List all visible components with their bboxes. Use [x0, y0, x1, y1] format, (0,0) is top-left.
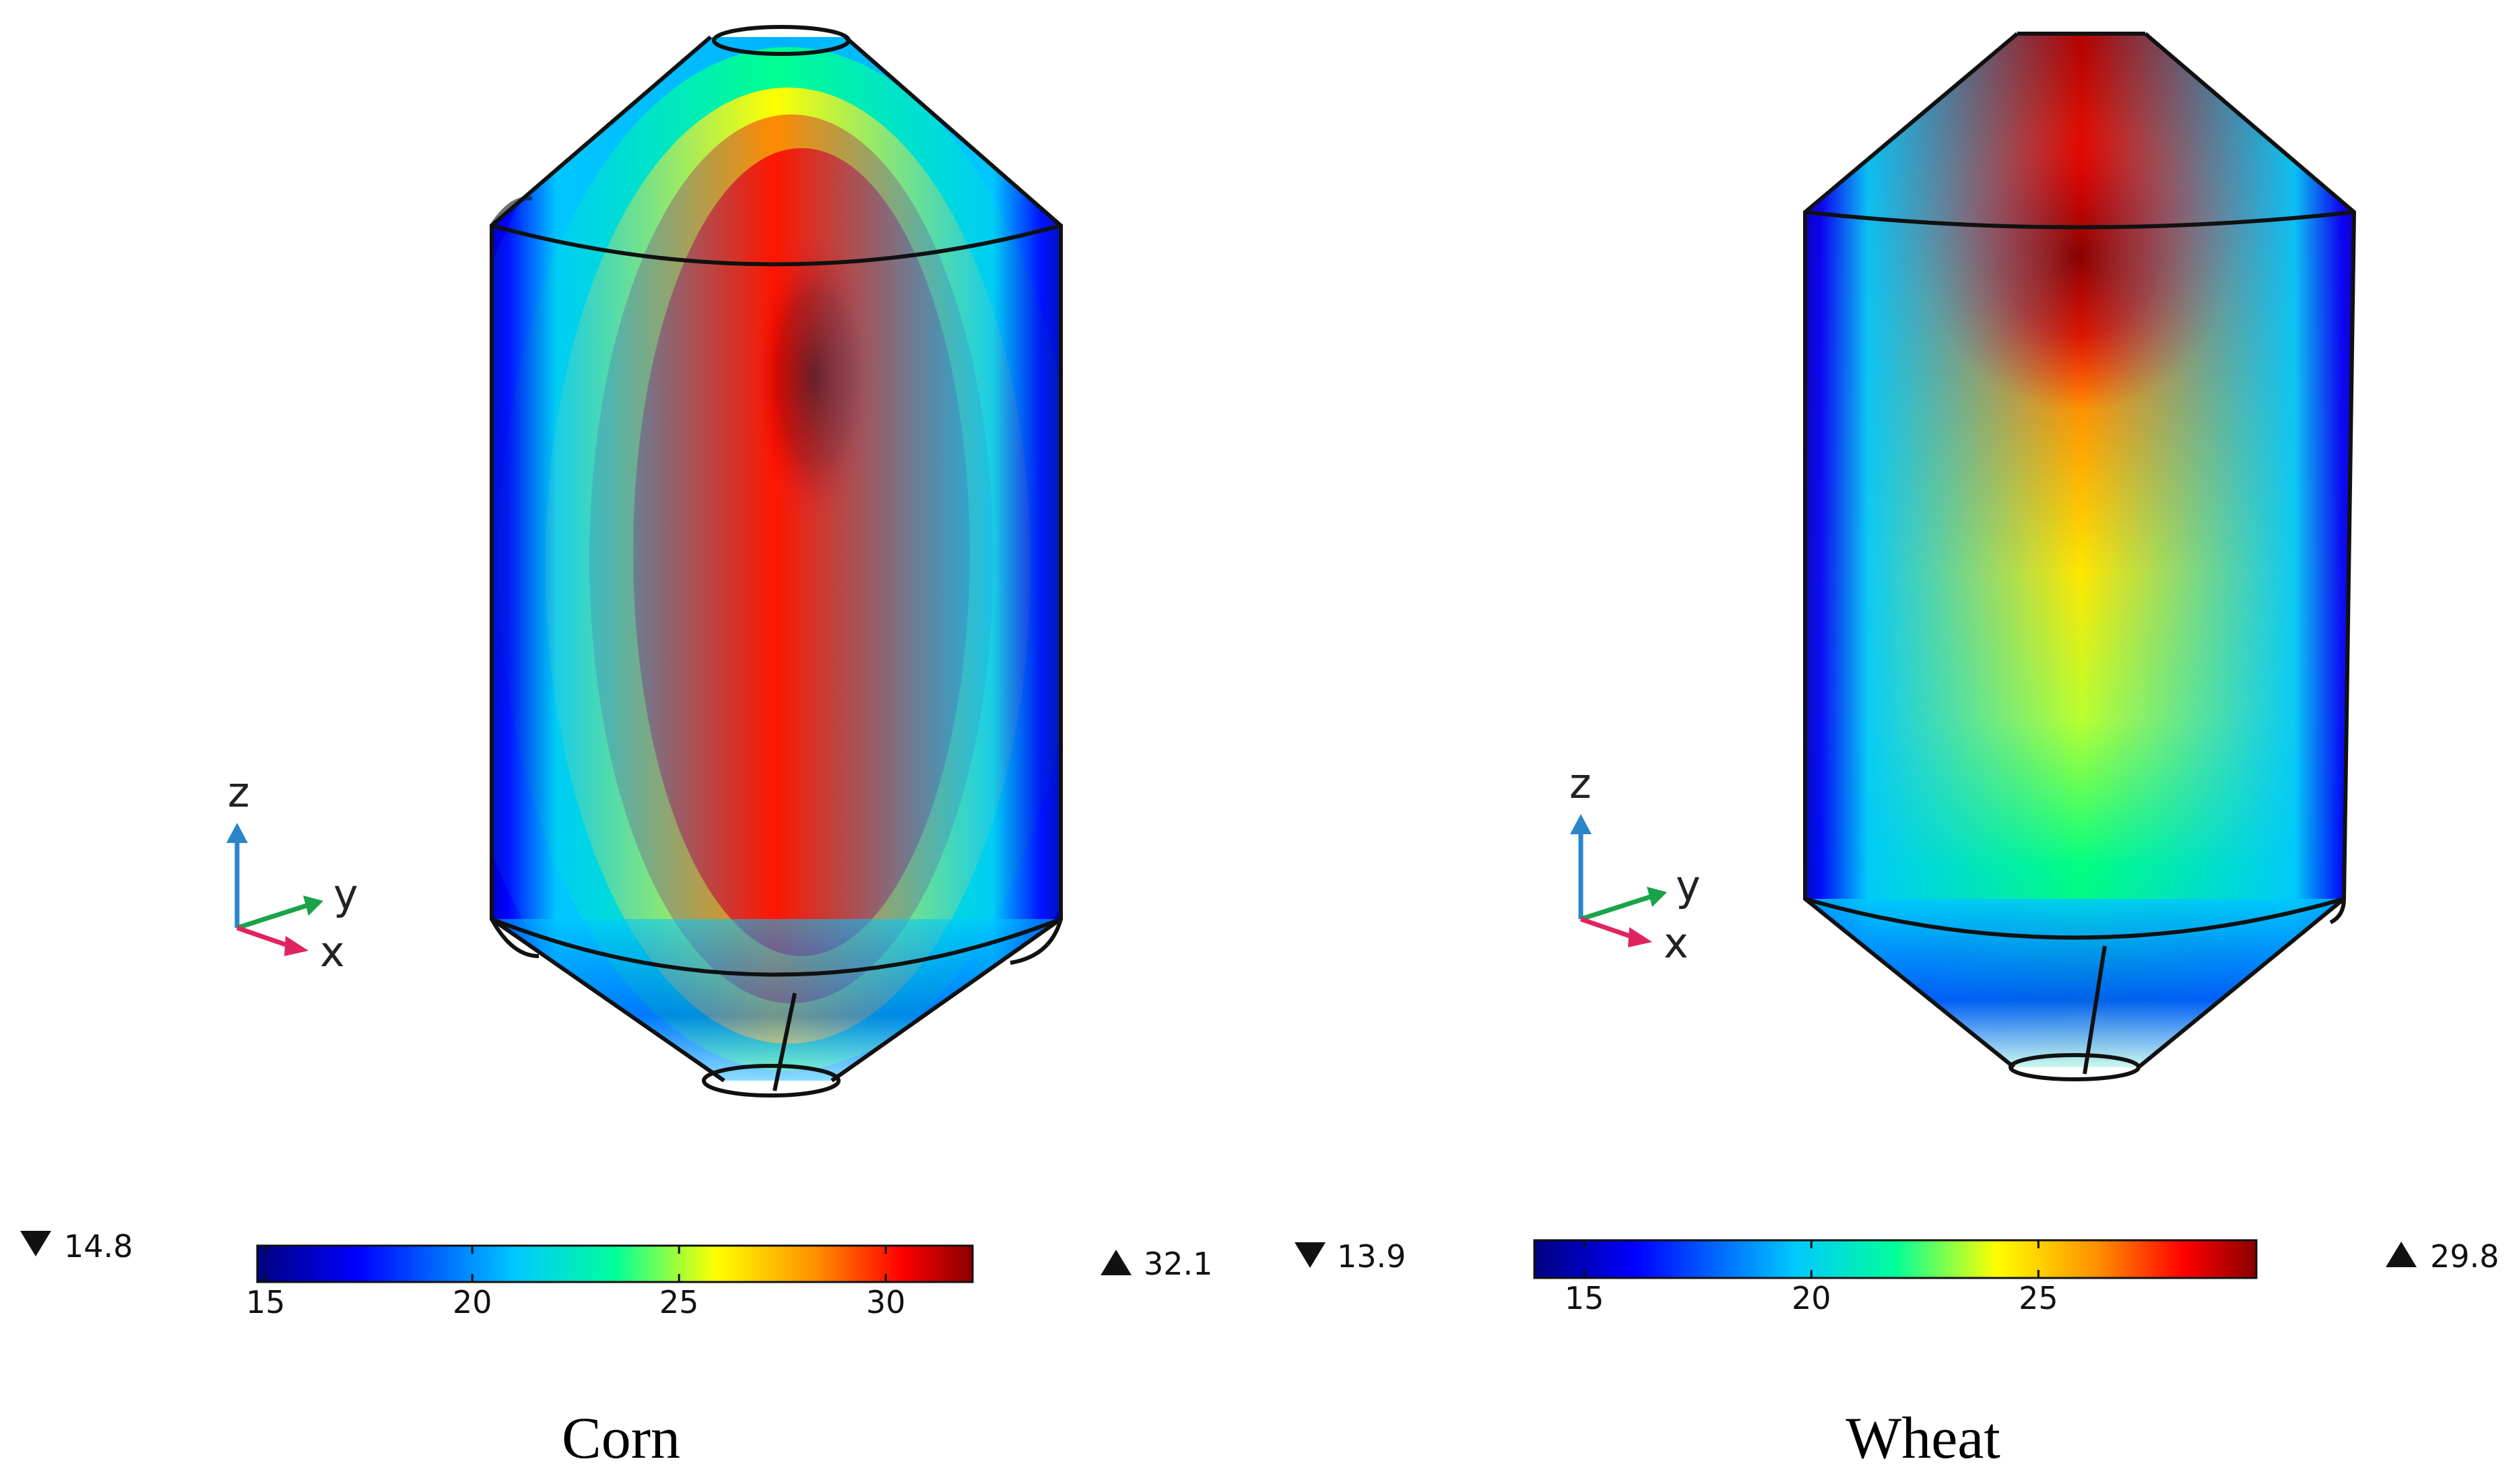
colorbar-tick-label: 20 — [453, 1284, 492, 1320]
colorbar-tick-label: 30 — [866, 1284, 906, 1320]
colorbar-tick-label: 15 — [246, 1284, 286, 1320]
y-axis-arrow — [1579, 894, 1652, 922]
x-axis-arrow — [1579, 916, 1635, 940]
caption-wheat: Wheat — [1846, 1406, 2000, 1471]
colorbar-corn: 14.8 15 20 25 30 32.1 — [20, 1228, 1212, 1320]
colorbar-tick-label: 25 — [2019, 1280, 2058, 1316]
triangle-up-icon — [1101, 1250, 1132, 1275]
colorbar-gradient — [1533, 1239, 2258, 1279]
triangle-down-icon — [20, 1231, 51, 1256]
corn-silo — [490, 25, 1063, 1098]
triangle-up-icon — [2386, 1242, 2417, 1267]
colorbar-max-label: 29.8 — [2430, 1238, 2499, 1275]
colorbar-ticks: 15 20 25 30 — [246, 1246, 905, 1320]
colorbar-ticks: 15 20 25 — [1565, 1240, 2058, 1316]
x-axis-arrow — [236, 925, 291, 949]
axis-triad-corn: z y x — [226, 768, 358, 976]
x-axis-arrowhead — [1628, 927, 1652, 947]
colorbar-tick-label: 25 — [659, 1284, 699, 1320]
colorbar-max-label: 32.1 — [1144, 1246, 1212, 1282]
y-axis-label: y — [333, 870, 358, 919]
colorbar-wheat: 13.9 15 20 25 29.8 — [1295, 1238, 2499, 1316]
z-axis-label: z — [228, 768, 250, 817]
x-axis-label: x — [320, 927, 345, 976]
x-axis-arrowhead — [284, 936, 308, 956]
y-axis-arrow — [236, 903, 308, 931]
z-axis-arrowhead — [1570, 814, 1592, 834]
caption-corn: Corn — [562, 1406, 680, 1471]
y-axis-arrowhead — [1647, 887, 1667, 907]
axis-triad-wheat: z y x — [1569, 759, 1701, 968]
colorbar-tick-label: 20 — [1792, 1280, 1831, 1316]
x-axis-label: x — [1664, 918, 1689, 968]
wheat-silo — [1803, 32, 2357, 1081]
triangle-down-icon — [1295, 1242, 1326, 1268]
colorbar-tick-label: 15 — [1565, 1280, 1604, 1316]
colorbar-min-label: 13.9 — [1337, 1238, 1406, 1275]
colorbar-gradient — [256, 1244, 974, 1283]
colorbar-min-label: 14.8 — [64, 1228, 133, 1264]
z-axis-label: z — [1569, 759, 1592, 808]
y-axis-arrowhead — [303, 896, 323, 916]
z-axis-arrowhead — [226, 823, 248, 843]
y-axis-label: y — [1676, 861, 1701, 910]
